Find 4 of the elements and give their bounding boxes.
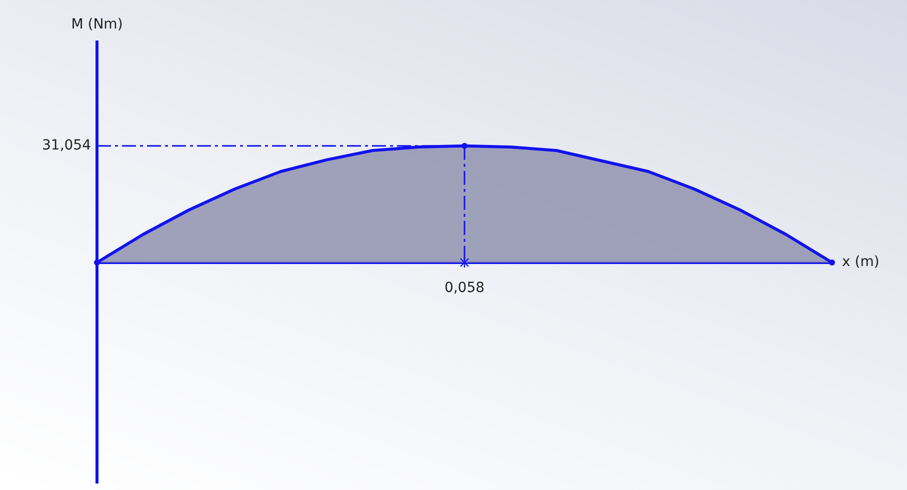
- text: 31,054: [42, 137, 92, 154]
- annotation: 0,058: [444, 280, 485, 296]
- text: M (Nm): [71, 16, 123, 33]
- x-axis-title: x (m): [842, 254, 880, 270]
